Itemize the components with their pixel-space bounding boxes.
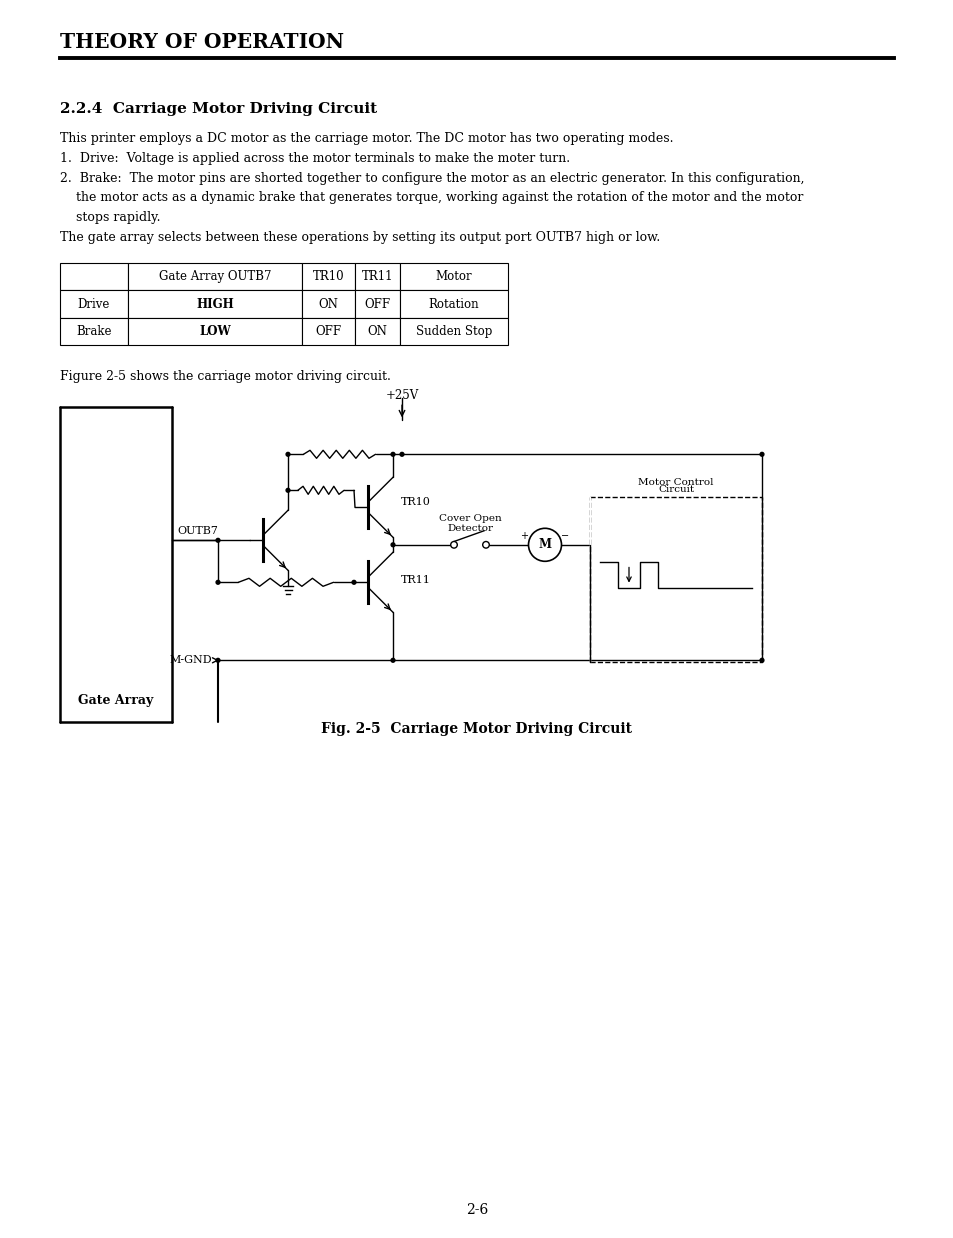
Bar xyxy=(60,290,128,318)
Text: Motor Control: Motor Control xyxy=(638,478,713,487)
Circle shape xyxy=(286,452,290,456)
Text: TR11: TR11 xyxy=(361,270,393,284)
Circle shape xyxy=(286,489,290,493)
Text: OUTB7: OUTB7 xyxy=(177,526,217,536)
Text: 2.2.4  Carriage Motor Driving Circuit: 2.2.4 Carriage Motor Driving Circuit xyxy=(60,102,376,116)
Bar xyxy=(355,262,399,290)
Text: TR11: TR11 xyxy=(400,576,431,586)
Text: 2-6: 2-6 xyxy=(465,1203,488,1217)
Bar xyxy=(399,262,507,290)
Text: ON: ON xyxy=(367,326,387,338)
Circle shape xyxy=(391,543,395,547)
Bar xyxy=(355,290,399,318)
Text: Drive: Drive xyxy=(78,297,111,311)
Circle shape xyxy=(528,529,561,561)
Circle shape xyxy=(216,581,220,584)
Text: LOW: LOW xyxy=(199,326,231,338)
Text: HIGH: HIGH xyxy=(196,297,233,311)
Circle shape xyxy=(391,659,395,662)
Bar xyxy=(60,318,128,345)
Bar xyxy=(399,290,507,318)
Text: The gate array selects between these operations by setting its output port OUTB7: The gate array selects between these ope… xyxy=(60,232,659,244)
Circle shape xyxy=(482,541,489,548)
Text: Motor: Motor xyxy=(436,270,472,284)
Circle shape xyxy=(450,541,456,548)
Text: Brake: Brake xyxy=(76,326,112,338)
Text: Gate Array OUTB7: Gate Array OUTB7 xyxy=(158,270,271,284)
Text: TR10: TR10 xyxy=(313,270,344,284)
Text: +25V: +25V xyxy=(385,389,418,402)
Text: Gate Array: Gate Array xyxy=(78,693,153,707)
Bar xyxy=(128,290,302,318)
Circle shape xyxy=(216,539,220,542)
Text: 2.  Brake:  The motor pins are shorted together to configure the motor as an ele: 2. Brake: The motor pins are shorted tog… xyxy=(60,172,803,184)
Text: Figure 2-5 shows the carriage motor driving circuit.: Figure 2-5 shows the carriage motor driv… xyxy=(60,370,391,384)
Circle shape xyxy=(760,659,763,662)
Bar xyxy=(60,262,128,290)
Text: Detector: Detector xyxy=(447,524,493,532)
Text: Fig. 2-5  Carriage Motor Driving Circuit: Fig. 2-5 Carriage Motor Driving Circuit xyxy=(321,722,632,737)
Bar xyxy=(128,318,302,345)
Text: Sudden Stop: Sudden Stop xyxy=(416,326,492,338)
Bar xyxy=(302,262,355,290)
Text: M-GND: M-GND xyxy=(170,655,212,665)
Text: 1.  Drive:  Voltage is applied across the motor terminals to make the moter turn: 1. Drive: Voltage is applied across the … xyxy=(60,152,570,165)
Text: Rotation: Rotation xyxy=(428,297,478,311)
Bar xyxy=(302,290,355,318)
Text: Cover Open: Cover Open xyxy=(438,514,501,522)
Text: OFF: OFF xyxy=(364,297,390,311)
Circle shape xyxy=(760,452,763,456)
Text: −: − xyxy=(561,531,569,541)
Text: the motor acts as a dynamic brake that generates torque, working against the rot: the motor acts as a dynamic brake that g… xyxy=(60,192,802,204)
Text: M: M xyxy=(537,539,551,551)
Text: OFF: OFF xyxy=(315,326,341,338)
Text: stops rapidly.: stops rapidly. xyxy=(60,212,160,224)
Text: TR10: TR10 xyxy=(400,498,431,508)
Circle shape xyxy=(216,659,220,662)
Circle shape xyxy=(399,452,403,456)
Text: THEORY OF OPERATION: THEORY OF OPERATION xyxy=(60,32,344,52)
Text: Circuit: Circuit xyxy=(658,485,694,494)
Bar xyxy=(128,262,302,290)
Circle shape xyxy=(352,581,355,584)
Circle shape xyxy=(391,452,395,456)
Text: This printer employs a DC motor as the carriage motor. The DC motor has two oper: This printer employs a DC motor as the c… xyxy=(60,132,673,145)
Text: +: + xyxy=(520,531,528,541)
Bar xyxy=(399,318,507,345)
Bar xyxy=(302,318,355,345)
Bar xyxy=(355,318,399,345)
Text: ON: ON xyxy=(318,297,338,311)
